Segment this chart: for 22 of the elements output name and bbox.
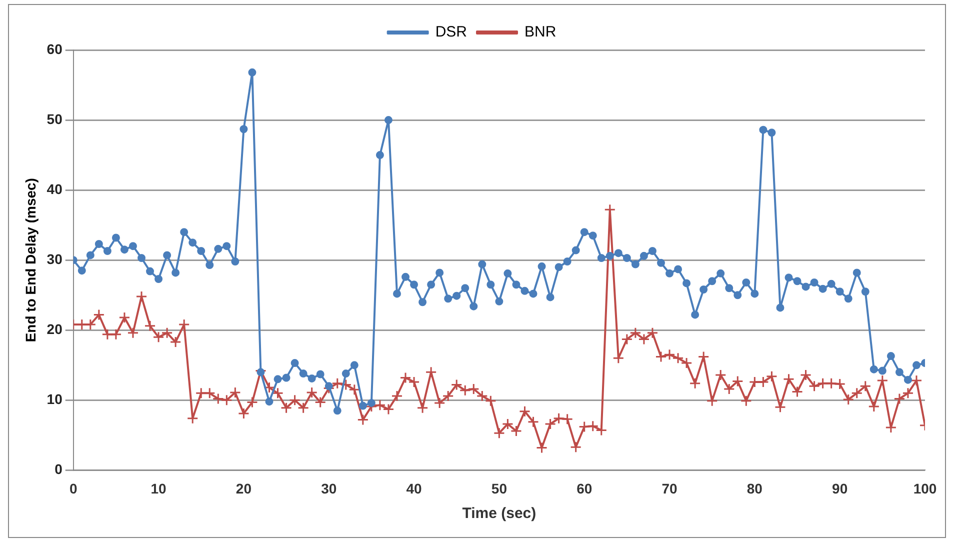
- y-tick-label: 60: [46, 40, 63, 57]
- y-tick-label: 40: [46, 180, 63, 197]
- x-tick-label: 10: [150, 480, 167, 496]
- y-tick-label: 20: [46, 320, 63, 337]
- legend-label: DSR: [435, 24, 468, 41]
- x-axis-title: Time (sec): [462, 505, 536, 522]
- y-tick-label: 10: [46, 391, 63, 408]
- x-tick-label: 60: [576, 480, 592, 496]
- x-tick-label: 40: [406, 480, 422, 496]
- y-axis-title: End to End Delay (msec): [22, 178, 38, 342]
- y-tick-label: 50: [46, 110, 63, 127]
- x-tick-label: 50: [491, 480, 508, 496]
- y-tick-label: 30: [46, 250, 63, 267]
- y-tick-label: 0: [54, 461, 63, 478]
- x-tick-label: 70: [662, 480, 678, 496]
- x-tick-label: 30: [321, 480, 337, 496]
- x-tick-label: 90: [832, 480, 848, 496]
- x-tick-label: 100: [913, 480, 937, 496]
- legend-label: BNR: [524, 24, 556, 41]
- x-tick-label: 80: [746, 480, 763, 496]
- x-tick-label: 20: [236, 480, 252, 496]
- x-tick-label: 0: [69, 480, 78, 496]
